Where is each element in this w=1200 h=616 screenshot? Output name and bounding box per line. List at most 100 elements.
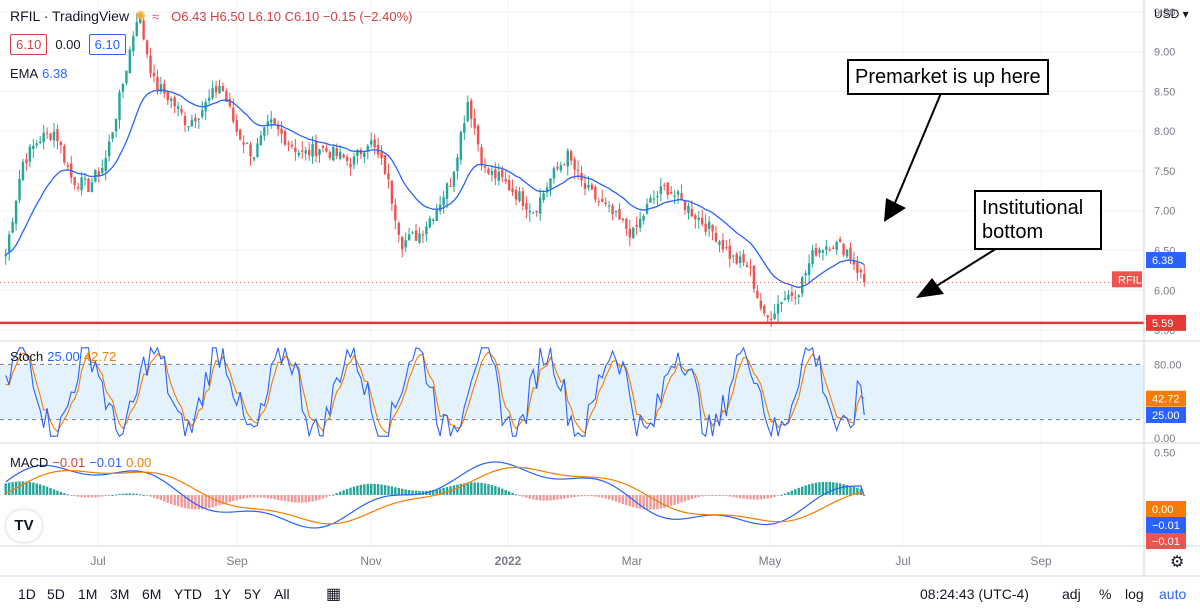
tf-all[interactable]: All bbox=[274, 586, 290, 602]
candle-body bbox=[435, 209, 438, 221]
candle-body bbox=[263, 127, 266, 136]
candle-body bbox=[528, 211, 532, 213]
scale-auto[interactable]: auto bbox=[1159, 586, 1187, 602]
macd-histogram-bar bbox=[228, 495, 232, 503]
tf-6m[interactable]: 6M bbox=[142, 586, 162, 602]
stoch-tick-label: 80.00 bbox=[1154, 359, 1182, 371]
scale-adj[interactable]: adj bbox=[1062, 586, 1081, 602]
candle-body bbox=[18, 178, 21, 201]
time-tick-label: 2022 bbox=[495, 554, 522, 568]
bid-box[interactable]: 6.10 bbox=[10, 34, 48, 55]
macd-histogram-bar bbox=[494, 486, 497, 495]
stoch-d-badge-bg bbox=[1146, 390, 1186, 407]
tf-1d[interactable]: 1D bbox=[18, 586, 36, 602]
macd-signal-value: 0.00 bbox=[126, 455, 152, 470]
candle-body bbox=[783, 298, 787, 300]
macd-histogram-bar bbox=[483, 483, 487, 495]
clock-readout[interactable]: 08:24:43 (UTC-4) bbox=[920, 586, 1029, 602]
candle-body bbox=[387, 173, 390, 180]
tf-ytd[interactable]: YTD bbox=[174, 586, 202, 602]
macd-histogram-bar bbox=[714, 495, 718, 496]
candle-body bbox=[283, 131, 287, 145]
currency-label[interactable]: USD ▾ bbox=[1154, 7, 1189, 21]
macd-histogram-bar bbox=[342, 490, 345, 495]
symbol-title[interactable]: RFIL · TradingView bbox=[10, 8, 130, 24]
candle-body bbox=[304, 150, 307, 154]
candle-body bbox=[142, 20, 145, 40]
candle-body bbox=[701, 217, 704, 225]
candle-body bbox=[459, 132, 463, 160]
macd-histogram-bar bbox=[197, 495, 201, 510]
macd-histogram-bar bbox=[11, 482, 14, 495]
candle-body bbox=[52, 131, 56, 141]
macd-histogram-bar bbox=[325, 495, 328, 498]
candle-body bbox=[838, 238, 842, 242]
candle-body bbox=[56, 129, 59, 142]
tf-3m[interactable]: 3M bbox=[110, 586, 130, 602]
macd-histogram-bar bbox=[742, 495, 745, 499]
macd-histogram-bar bbox=[83, 495, 87, 498]
candle-body bbox=[697, 217, 700, 221]
macd-histogram-bar bbox=[545, 495, 549, 501]
macd-histogram-bar bbox=[769, 495, 773, 498]
scale-percent[interactable]: % bbox=[1099, 586, 1112, 602]
macd-histogram-bar bbox=[838, 483, 842, 495]
macd-histogram-bar bbox=[649, 495, 652, 510]
macd-histogram-bar bbox=[635, 495, 638, 509]
scale-log[interactable]: log bbox=[1125, 586, 1144, 602]
candle-body bbox=[742, 253, 745, 263]
candle-body bbox=[476, 125, 480, 145]
candle-body bbox=[345, 156, 349, 161]
macd-histogram-bar bbox=[721, 495, 725, 496]
candle-body bbox=[594, 186, 597, 200]
candle-body bbox=[338, 151, 342, 159]
macd-histogram-bar bbox=[418, 491, 421, 495]
candle-body bbox=[73, 177, 76, 185]
macd-histogram-bar bbox=[673, 495, 676, 505]
tf-5d[interactable]: 5D bbox=[47, 586, 65, 602]
macd-histogram-bar bbox=[207, 495, 211, 509]
tradingview-logo[interactable]: TV bbox=[6, 510, 42, 542]
time-tick-label: Jul bbox=[90, 554, 105, 568]
tf-5y[interactable]: 5Y bbox=[244, 586, 262, 602]
candle-body bbox=[614, 211, 618, 213]
candle-body bbox=[390, 180, 394, 204]
macd-histogram-bar bbox=[542, 495, 545, 501]
macd-histogram-bar bbox=[318, 495, 321, 500]
candle-body bbox=[811, 250, 814, 264]
candle-body bbox=[21, 161, 25, 180]
macd-histogram-bar bbox=[121, 493, 125, 495]
macd-histogram-bar bbox=[149, 495, 152, 497]
macd-histogram-bar bbox=[242, 495, 245, 499]
candle-body bbox=[107, 141, 111, 157]
candle-body bbox=[104, 158, 107, 171]
candle-body bbox=[856, 262, 859, 273]
macd-pane bbox=[4, 461, 866, 529]
calendar-icon[interactable]: ▦ bbox=[326, 586, 342, 603]
macd-histogram-bar bbox=[363, 484, 366, 495]
price-tick-label: 8.50 bbox=[1154, 86, 1175, 98]
ema-line bbox=[5, 89, 865, 289]
candle-body bbox=[328, 152, 332, 159]
candle-body bbox=[187, 126, 190, 128]
candle-body bbox=[769, 318, 773, 320]
candle-body bbox=[552, 168, 556, 179]
candle-body bbox=[656, 196, 659, 198]
candle-body bbox=[566, 150, 569, 167]
tf-1y[interactable]: 1Y bbox=[214, 586, 232, 602]
macd-histogram-bar bbox=[607, 495, 611, 500]
candle-body bbox=[590, 184, 594, 190]
candle-body bbox=[249, 144, 252, 157]
candle-body bbox=[780, 302, 783, 304]
tf-1m[interactable]: 1M bbox=[78, 586, 98, 602]
candle-body bbox=[342, 154, 345, 158]
macd-histogram-bar bbox=[249, 495, 252, 498]
time-tick-label: May bbox=[759, 554, 782, 568]
macd-histogram-bar bbox=[628, 495, 632, 507]
macd-histogram-bar bbox=[152, 495, 156, 498]
ask-box[interactable]: 6.10 bbox=[88, 34, 126, 55]
candle-body bbox=[518, 191, 521, 201]
macd-histogram-bar bbox=[276, 495, 280, 500]
candle-body bbox=[621, 218, 625, 221]
